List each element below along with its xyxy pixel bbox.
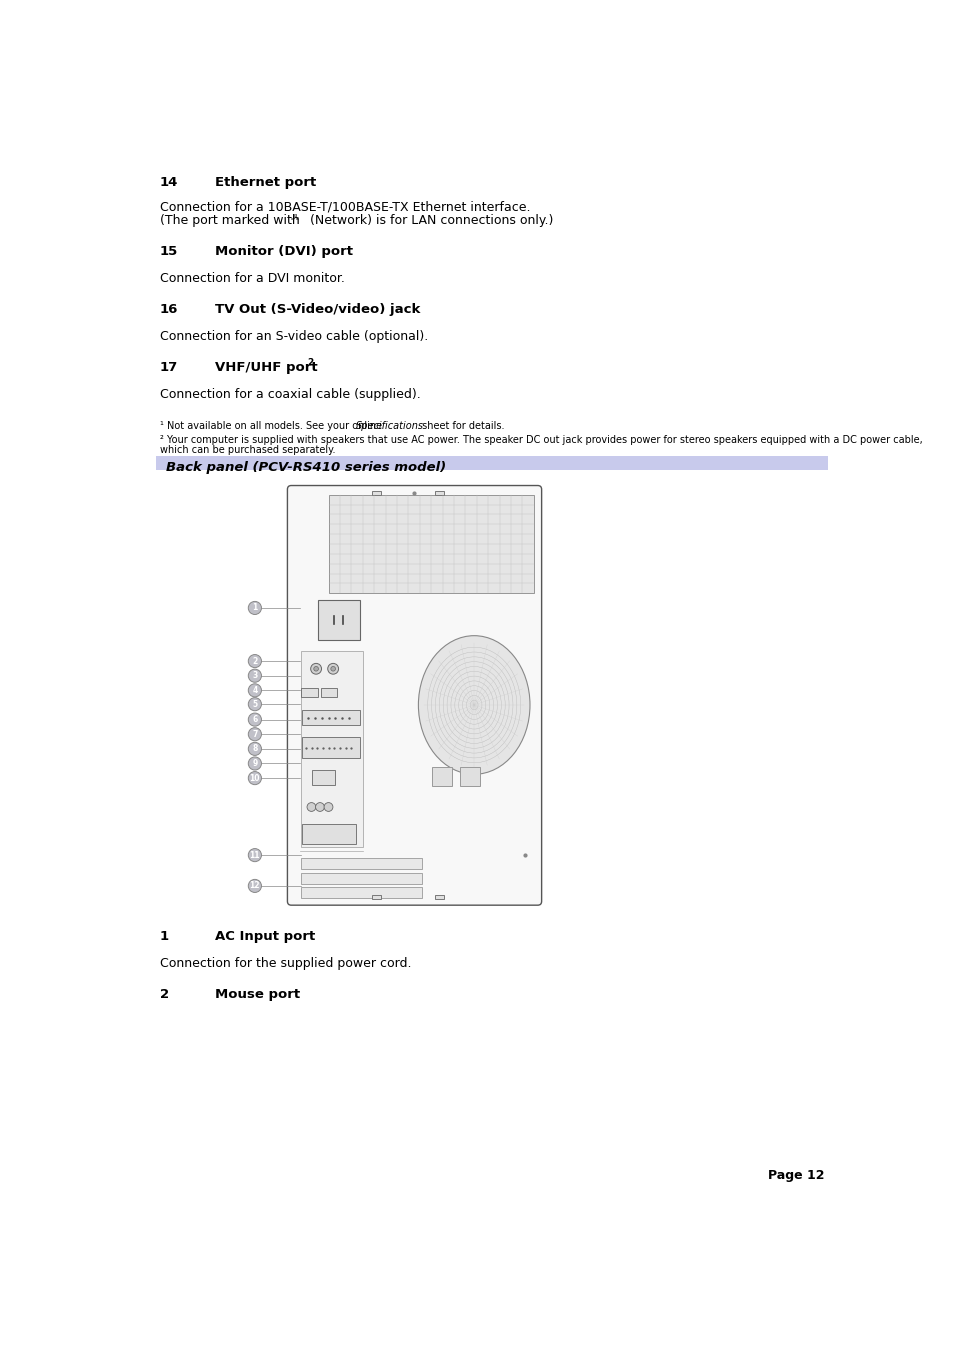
Circle shape <box>314 666 318 671</box>
FancyBboxPatch shape <box>247 482 549 909</box>
Text: 6: 6 <box>252 715 257 724</box>
Text: 2: 2 <box>307 358 313 366</box>
FancyBboxPatch shape <box>432 767 452 786</box>
Circle shape <box>248 697 261 711</box>
Text: AC Input port: AC Input port <box>215 929 315 943</box>
Circle shape <box>248 713 261 725</box>
Text: Page 12: Page 12 <box>767 1170 823 1182</box>
Text: (The port marked with: (The port marked with <box>159 215 299 227</box>
FancyBboxPatch shape <box>317 600 360 640</box>
FancyBboxPatch shape <box>435 490 443 494</box>
Text: Ethernet port: Ethernet port <box>215 176 316 189</box>
Text: 4: 4 <box>252 686 257 694</box>
FancyBboxPatch shape <box>300 651 363 847</box>
Text: ² Your computer is supplied with speakers that use AC power. The speaker DC out : ² Your computer is supplied with speaker… <box>159 435 922 446</box>
Text: Connection for a DVI monitor.: Connection for a DVI monitor. <box>159 273 344 285</box>
Circle shape <box>248 848 261 862</box>
Text: TV Out (S-Video/video) jack: TV Out (S-Video/video) jack <box>215 303 420 316</box>
Text: 9: 9 <box>252 759 257 767</box>
Text: 1: 1 <box>159 929 169 943</box>
Text: 5: 5 <box>252 700 257 709</box>
Text: 10: 10 <box>250 774 260 782</box>
Text: 14: 14 <box>159 176 178 189</box>
FancyBboxPatch shape <box>287 485 541 905</box>
FancyBboxPatch shape <box>372 896 381 898</box>
Circle shape <box>311 663 321 674</box>
FancyBboxPatch shape <box>156 457 827 470</box>
Text: 16: 16 <box>159 303 178 316</box>
FancyBboxPatch shape <box>459 767 479 786</box>
Text: 15: 15 <box>159 246 177 258</box>
Text: 1: 1 <box>252 604 257 612</box>
Text: VHF/UHF port: VHF/UHF port <box>215 361 317 374</box>
Circle shape <box>248 771 261 785</box>
Text: Specifications: Specifications <box>355 422 423 431</box>
FancyBboxPatch shape <box>302 711 359 725</box>
Circle shape <box>248 601 261 615</box>
Text: Back panel (PCV-RS410 series model): Back panel (PCV-RS410 series model) <box>166 461 445 474</box>
FancyBboxPatch shape <box>294 215 295 216</box>
FancyBboxPatch shape <box>301 858 421 870</box>
Circle shape <box>248 654 261 667</box>
FancyBboxPatch shape <box>301 688 317 697</box>
FancyBboxPatch shape <box>328 494 534 593</box>
FancyBboxPatch shape <box>302 738 359 758</box>
Text: (Network) is for LAN connections only.): (Network) is for LAN connections only.) <box>310 215 553 227</box>
Ellipse shape <box>418 636 530 774</box>
Text: which can be purchased separately.: which can be purchased separately. <box>159 446 335 455</box>
Text: sheet for details.: sheet for details. <box>418 422 504 431</box>
Text: Connection for a coaxial cable (supplied).: Connection for a coaxial cable (supplied… <box>159 388 420 401</box>
FancyBboxPatch shape <box>301 888 421 898</box>
Circle shape <box>315 802 324 812</box>
Circle shape <box>328 663 338 674</box>
Text: Connection for an S-video cable (optional).: Connection for an S-video cable (optiona… <box>159 330 427 343</box>
Text: Connection for a 10BASE-T/100BASE-TX Ethernet interface.: Connection for a 10BASE-T/100BASE-TX Eth… <box>159 200 530 213</box>
Text: Connection for the supplied power cord.: Connection for the supplied power cord. <box>159 957 411 970</box>
FancyBboxPatch shape <box>296 218 298 219</box>
Text: 7: 7 <box>252 730 257 739</box>
Text: 2: 2 <box>159 988 169 1001</box>
FancyBboxPatch shape <box>301 873 421 884</box>
Circle shape <box>248 757 261 770</box>
Text: Monitor (DVI) port: Monitor (DVI) port <box>215 246 353 258</box>
FancyBboxPatch shape <box>291 218 294 219</box>
FancyBboxPatch shape <box>312 770 335 785</box>
Text: 8: 8 <box>252 744 257 754</box>
Text: 2: 2 <box>252 657 257 666</box>
Circle shape <box>248 684 261 697</box>
Circle shape <box>324 802 333 812</box>
Circle shape <box>248 742 261 755</box>
Text: 3: 3 <box>252 671 257 680</box>
Text: 17: 17 <box>159 361 177 374</box>
Circle shape <box>248 880 261 893</box>
Circle shape <box>331 666 335 671</box>
FancyBboxPatch shape <box>372 490 381 494</box>
Circle shape <box>307 802 315 812</box>
Text: 12: 12 <box>250 881 260 890</box>
Circle shape <box>248 669 261 682</box>
Text: ¹ Not available on all models. See your online: ¹ Not available on all models. See your … <box>159 422 384 431</box>
Text: 11: 11 <box>250 851 260 859</box>
Text: Mouse port: Mouse port <box>215 988 300 1001</box>
Circle shape <box>248 728 261 740</box>
FancyBboxPatch shape <box>435 896 443 898</box>
FancyBboxPatch shape <box>302 824 356 844</box>
FancyBboxPatch shape <box>320 688 336 697</box>
